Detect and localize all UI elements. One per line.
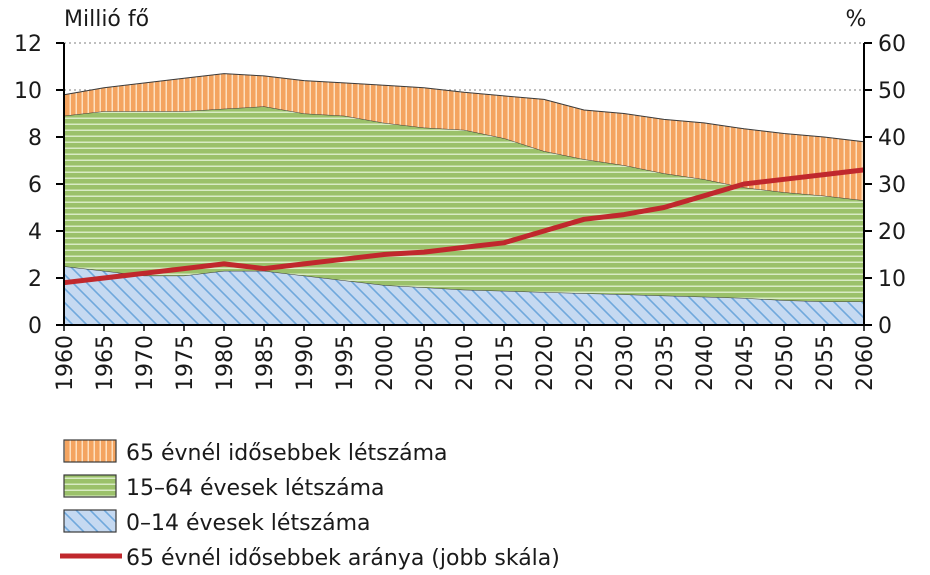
y-right-tick-label: 40 (878, 126, 906, 151)
y-left-tick-label: 2 (28, 267, 42, 292)
ratio-line-layer (63, 167, 865, 286)
y-left-tick-label: 12 (14, 32, 42, 57)
y-axis-right-ticks: 0 10 20 30 40 50 60 (864, 32, 906, 339)
y-right-tick-label: 10 (878, 267, 906, 292)
y-right-tick-label: 0 (878, 314, 892, 339)
y-right-tick-label: 30 (878, 173, 906, 198)
area-age-65-plus-edge (63, 73, 865, 143)
legend-label: 65 évnél idősebbek aránya (jobb skála) (126, 546, 560, 571)
x-tick-label: 2005 (413, 335, 438, 391)
x-tick-label: 1965 (93, 335, 118, 391)
legend-item: 65 évnél idősebbek létszáma (63, 439, 448, 466)
y-left-tick-label: 6 (28, 173, 42, 198)
x-tick-label: 2045 (733, 335, 758, 391)
y-right-tick-label: 20 (878, 220, 906, 245)
x-tick-label: 2040 (693, 335, 718, 391)
y-right-tick-label: 60 (878, 32, 906, 57)
gridlines (64, 42, 864, 91)
x-tick-label: 2055 (813, 335, 838, 391)
x-tick-label: 2035 (653, 335, 678, 391)
legend-swatch (63, 474, 117, 498)
x-tick-label: 1970 (133, 335, 158, 391)
x-tick-label: 2015 (493, 335, 518, 391)
legend-item: 15–64 évesek létszáma (63, 474, 384, 501)
area-age-0-14 (64, 266, 864, 325)
x-tick-label: 2050 (773, 335, 798, 391)
legend-label: 65 évnél idősebbek létszáma (126, 441, 448, 466)
line-ratio-65-plus (63, 167, 865, 286)
area-age-65-plus (64, 73, 864, 201)
y-left-tick-label: 4 (28, 220, 42, 245)
x-tick-label: 1975 (173, 335, 198, 391)
x-tick-label: 1995 (333, 335, 358, 391)
x-axis-tick-labels: 1960 1965 1970 1975 1980 1985 1990 1995 2000 2005… (53, 325, 878, 391)
area-age-15-64 (64, 106, 864, 302)
x-tick-label: 1960 (53, 335, 78, 391)
legend-item: 0–14 évesek létszáma (63, 509, 370, 536)
legend-swatch (63, 509, 117, 533)
legend: 65 évnél idősebbek létszáma 15–64 évesek … (60, 439, 560, 571)
y-left-tick-label: 0 (28, 314, 42, 339)
x-tick-label: 2010 (453, 335, 478, 391)
y-right-tick-label: 50 (878, 79, 906, 104)
x-tick-label: 2030 (613, 335, 638, 391)
y-axis-left-ticks: 0 2 4 6 8 10 12 (14, 32, 64, 339)
stacked-areas (63, 73, 865, 325)
y-left-tick-label: 8 (28, 126, 42, 151)
x-tick-label: 1985 (253, 335, 278, 391)
x-tick-label: 1980 (213, 335, 238, 391)
x-tick-label: 2060 (853, 335, 878, 391)
legend-label: 0–14 évesek létszáma (126, 511, 370, 536)
x-tick-label: 2020 (533, 335, 558, 391)
x-tick-label: 2025 (573, 335, 598, 391)
legend-label: 15–64 évesek létszáma (126, 476, 384, 501)
legend-swatch (63, 439, 117, 463)
x-tick-label: 1990 (293, 335, 318, 391)
y-left-tick-label: 10 (14, 79, 42, 104)
y-axis-right-unit: % (846, 7, 867, 32)
y-axis-left-unit: Millió fő (64, 7, 149, 32)
legend-item: 65 évnél idősebbek aránya (jobb skála) (60, 546, 560, 571)
x-tick-label: 2000 (373, 335, 398, 391)
